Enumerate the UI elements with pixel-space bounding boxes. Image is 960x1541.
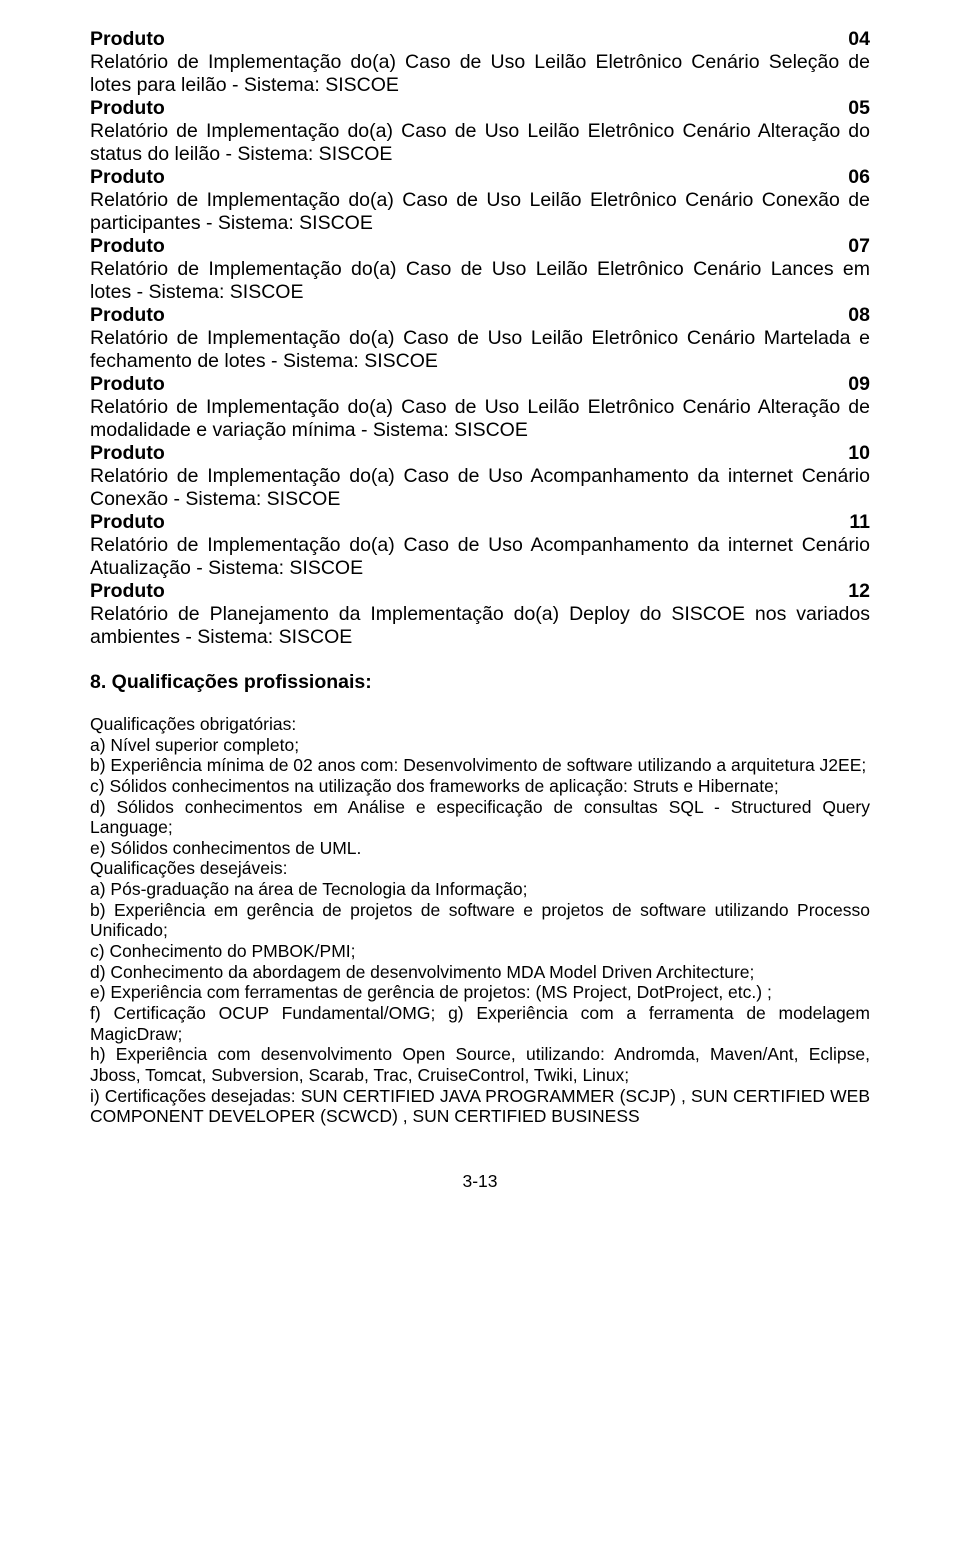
qual-desej-header: Qualificações desejáveis: xyxy=(90,858,870,879)
qual-item: i) Certificações desejadas: SUN CERTIFIE… xyxy=(90,1086,870,1127)
produto-label: Produto xyxy=(90,580,165,603)
produto-row: Produto 11 xyxy=(90,511,870,534)
qual-item: a) Pós-graduação na área de Tecnologia d… xyxy=(90,879,870,900)
produto-desc: Relatório de Implementação do(a) Caso de… xyxy=(90,465,870,511)
produto-row: Produto 05 xyxy=(90,97,870,120)
qual-item: f) Certificação OCUP Fundamental/OMG; g)… xyxy=(90,1003,870,1044)
produto-label: Produto xyxy=(90,28,165,51)
produto-num: 08 xyxy=(848,304,870,327)
produto-label: Produto xyxy=(90,304,165,327)
produto-num: 12 xyxy=(848,580,870,603)
produto-label: Produto xyxy=(90,97,165,120)
produto-desc: Relatório de Implementação do(a) Caso de… xyxy=(90,327,870,373)
document-page: Produto 04 Relatório de Implementação do… xyxy=(0,0,960,1541)
produto-desc: Relatório de Implementação do(a) Caso de… xyxy=(90,51,870,97)
qual-item: d) Sólidos conhecimentos em Análise e es… xyxy=(90,797,870,838)
produtos-block: Produto 04 Relatório de Implementação do… xyxy=(90,28,870,649)
qual-obrigatorias: Qualificações obrigatórias: a) Nível sup… xyxy=(90,714,870,1127)
produto-num: 05 xyxy=(848,97,870,120)
produto-desc: Relatório de Planejamento da Implementaç… xyxy=(90,603,870,649)
qual-item: e) Experiência com ferramentas de gerênc… xyxy=(90,982,870,1003)
produto-desc: Relatório de Implementação do(a) Caso de… xyxy=(90,534,870,580)
produto-label: Produto xyxy=(90,511,165,534)
produto-row: Produto 09 xyxy=(90,373,870,396)
produto-row: Produto 06 xyxy=(90,166,870,189)
produto-label: Produto xyxy=(90,235,165,258)
produto-row: Produto 04 xyxy=(90,28,870,51)
qual-item: b) Experiência mínima de 02 anos com: De… xyxy=(90,755,870,776)
produto-label: Produto xyxy=(90,442,165,465)
qual-item: b) Experiência em gerência de projetos d… xyxy=(90,900,870,941)
produto-num: 09 xyxy=(848,373,870,396)
produto-row: Produto 07 xyxy=(90,235,870,258)
page-footer: 3-13 xyxy=(90,1171,870,1192)
produto-row: Produto 08 xyxy=(90,304,870,327)
produto-label: Produto xyxy=(90,373,165,396)
produto-label: Produto xyxy=(90,166,165,189)
qual-item: c) Sólidos conhecimentos na utilização d… xyxy=(90,776,870,797)
qual-item: c) Conhecimento do PMBOK/PMI; xyxy=(90,941,870,962)
produto-desc: Relatório de Implementação do(a) Caso de… xyxy=(90,258,870,304)
qual-oblig-header: Qualificações obrigatórias: xyxy=(90,714,870,735)
qual-item: d) Conhecimento da abordagem de desenvol… xyxy=(90,962,870,983)
qual-item: h) Experiência com desenvolvimento Open … xyxy=(90,1044,870,1085)
produto-num: 07 xyxy=(848,235,870,258)
qual-item: a) Nível superior completo; xyxy=(90,735,870,756)
produto-desc: Relatório de Implementação do(a) Caso de… xyxy=(90,120,870,166)
produto-desc: Relatório de Implementação do(a) Caso de… xyxy=(90,396,870,442)
produto-num: 10 xyxy=(848,442,870,465)
qual-item: e) Sólidos conhecimentos de UML. xyxy=(90,838,870,859)
section-title: 8. Qualificações profissionais: xyxy=(90,671,870,694)
produto-desc: Relatório de Implementação do(a) Caso de… xyxy=(90,189,870,235)
produto-num: 11 xyxy=(849,511,870,534)
produto-num: 04 xyxy=(848,28,870,51)
produto-num: 06 xyxy=(848,166,870,189)
produto-row: Produto 12 xyxy=(90,580,870,603)
produto-row: Produto 10 xyxy=(90,442,870,465)
